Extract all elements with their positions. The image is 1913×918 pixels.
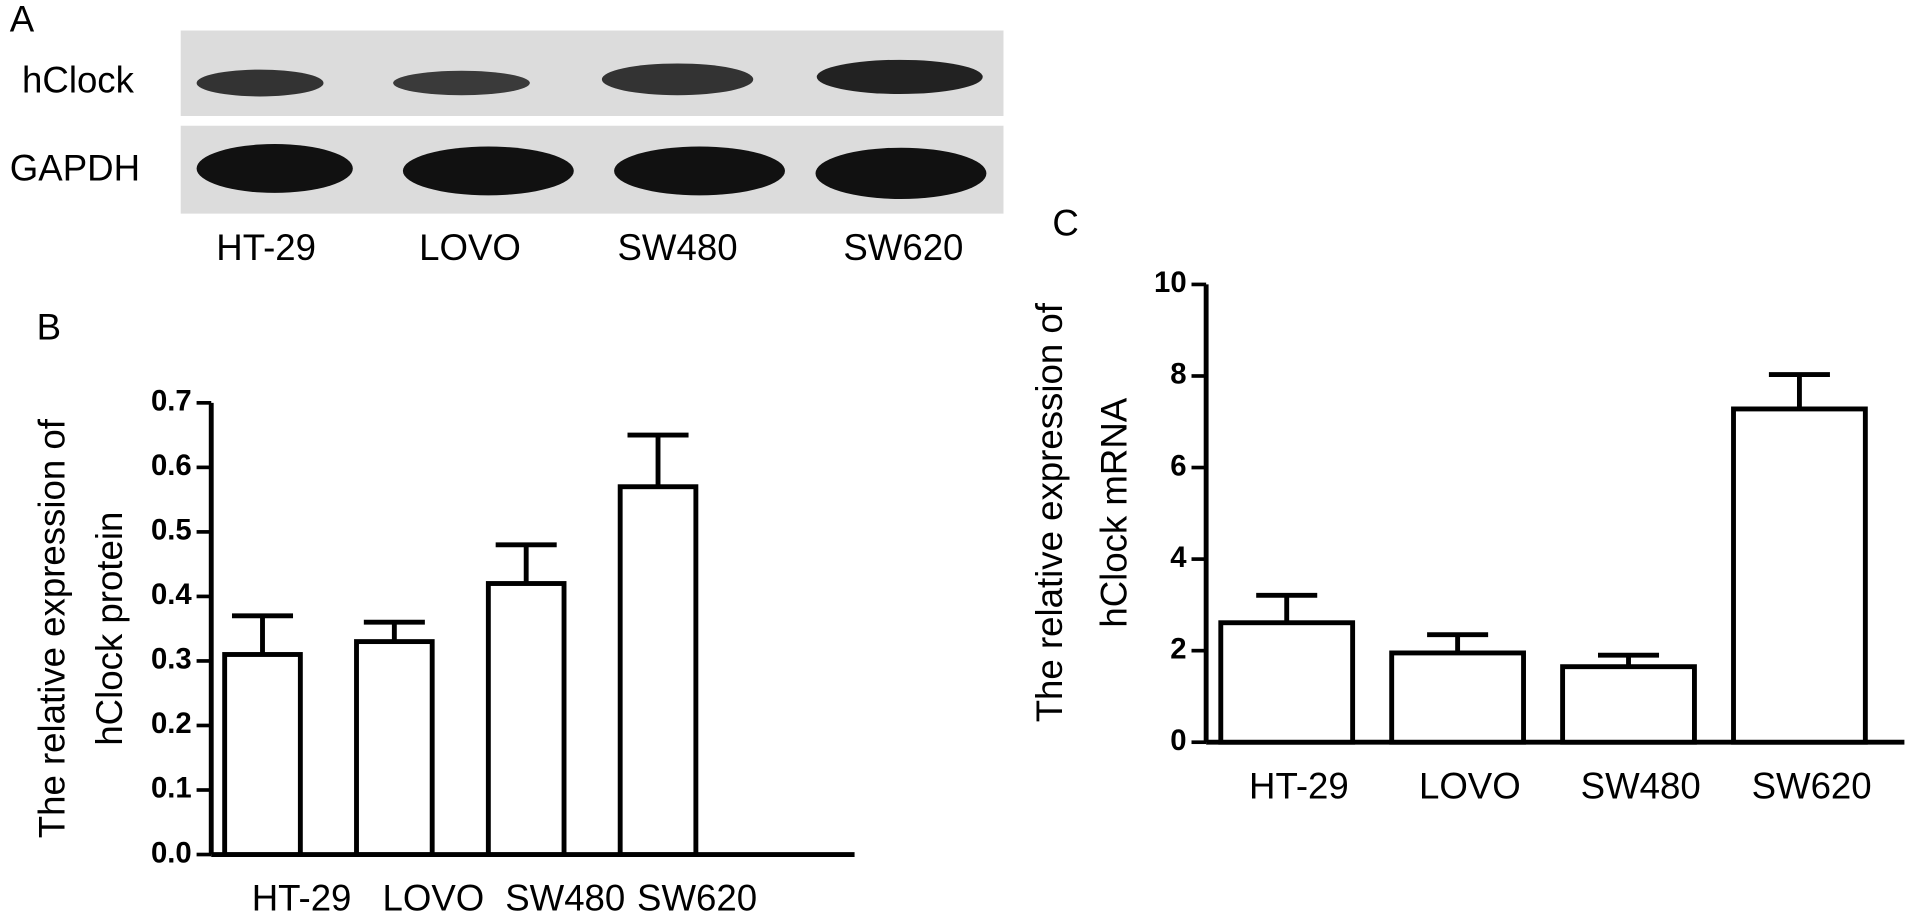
bar (1560, 664, 1697, 745)
x-tick-label: SW480 (1581, 765, 1701, 806)
band (614, 146, 785, 196)
y-tick-label: 0.6 (151, 449, 192, 482)
y-tick-label: 10 (1154, 266, 1187, 299)
y-tick-label: 6 (1170, 449, 1186, 482)
x-tick-label: HT-29 (1249, 765, 1349, 806)
lane-label: HT-29 (216, 227, 316, 268)
bar (617, 484, 699, 857)
y-tick-label: 0.2 (151, 707, 192, 740)
x-tick-label: LOVO (383, 878, 485, 918)
lane-label: SW620 (843, 227, 963, 268)
western-blot (180, 30, 1004, 214)
band (601, 63, 754, 96)
lane-label: LOVO (419, 227, 521, 268)
y-axis-label: The relative expression of (1029, 302, 1070, 722)
lane-label: SW480 (618, 227, 738, 268)
y-axis-label: hClock protein (89, 512, 130, 746)
x-tick-label: SW620 (637, 878, 757, 918)
y-tick-label: 4 (1170, 541, 1187, 574)
y-tick-label: 0.3 (151, 643, 192, 676)
band (815, 147, 987, 199)
panel-label: C (1052, 203, 1078, 244)
x-tick-label: SW480 (505, 878, 625, 918)
y-tick-label: 0.1 (151, 772, 192, 805)
y-tick-label: 8 (1170, 358, 1186, 391)
row-label: GAPDH (10, 148, 140, 189)
row-label: hClock (22, 60, 135, 101)
x-tick-label: LOVO (1419, 765, 1521, 806)
bar (485, 581, 567, 857)
x-tick-label: HT-29 (252, 878, 352, 918)
y-axis-label: hClock mRNA (1094, 397, 1135, 627)
y-tick-label: 0.5 (151, 514, 192, 547)
bar (1731, 406, 1868, 745)
x-tick-label: SW620 (1752, 765, 1872, 806)
y-tick-label: 0.0 (151, 836, 192, 869)
bar (1389, 650, 1526, 745)
y-axis-label: The relative expression of (32, 418, 73, 838)
band (816, 59, 983, 94)
bar (222, 652, 303, 857)
band (393, 70, 530, 96)
y-tick-label: 0.7 (151, 385, 192, 418)
bar (354, 639, 435, 857)
band (196, 144, 353, 193)
y-tick-label: 0 (1170, 724, 1186, 757)
bar (1218, 620, 1356, 745)
band (196, 69, 324, 97)
panel-label: B (37, 306, 61, 347)
panel-label: A (10, 0, 35, 40)
band (402, 146, 574, 196)
y-tick-label: 0.4 (151, 578, 192, 611)
y-tick-label: 2 (1170, 632, 1186, 665)
